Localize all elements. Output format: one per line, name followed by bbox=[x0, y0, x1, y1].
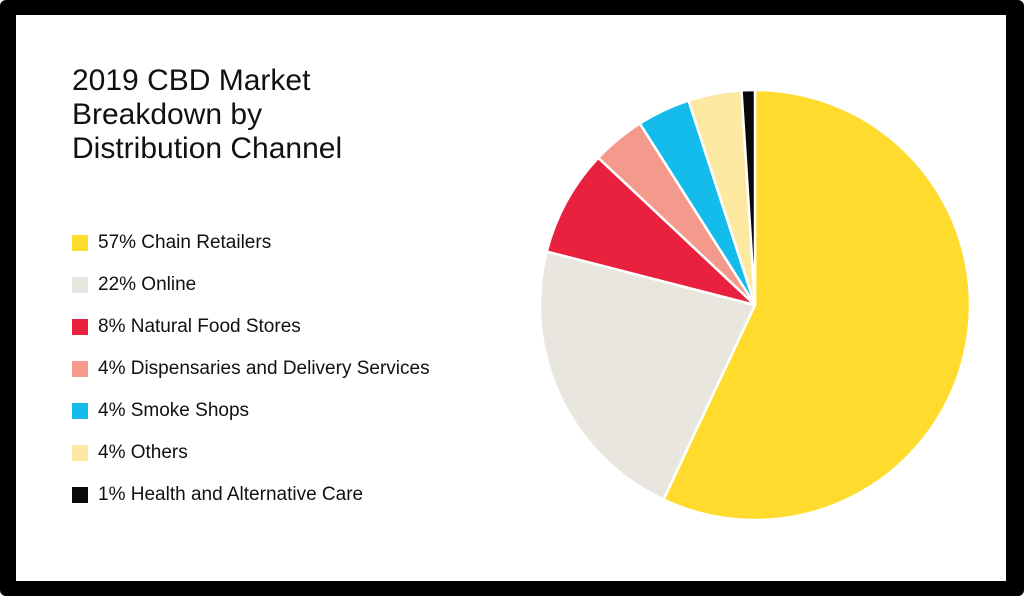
legend-swatch bbox=[72, 235, 88, 251]
legend-label: 8% Natural Food Stores bbox=[98, 316, 301, 337]
legend-item-natural-food-stores: 8% Natural Food Stores bbox=[72, 306, 430, 348]
legend-label: 4% Dispensaries and Delivery Services bbox=[98, 358, 430, 379]
legend-item-chain-retailers: 57% Chain Retailers bbox=[72, 222, 430, 264]
legend-item-online: 22% Online bbox=[72, 264, 430, 306]
legend-swatch bbox=[72, 319, 88, 335]
legend-label: 4% Smoke Shops bbox=[98, 400, 250, 421]
pie-slice-1 bbox=[538, 250, 757, 501]
legend-item-others: 4% Others bbox=[72, 432, 430, 474]
legend-swatch bbox=[72, 361, 88, 377]
legend-swatch bbox=[72, 445, 88, 461]
legend-swatch bbox=[72, 403, 88, 419]
legend-label: 4% Others bbox=[98, 442, 188, 463]
legend-label: 22% Online bbox=[98, 274, 197, 295]
legend-item-smoke-shops: 4% Smoke Shops bbox=[72, 390, 430, 432]
chart-title: 2019 CBD Market Breakdown by Distributio… bbox=[72, 64, 343, 165]
legend: 57% Chain Retailers 22% Online 8% Natura… bbox=[72, 222, 430, 516]
legend-label: 57% Chain Retailers bbox=[98, 232, 272, 253]
legend-label: 1% Health and Alternative Care bbox=[98, 484, 364, 505]
legend-item-dispensaries: 4% Dispensaries and Delivery Services bbox=[72, 348, 430, 390]
pie-slice-2 bbox=[545, 156, 757, 307]
legend-item-health-alternative-care: 1% Health and Alternative Care bbox=[72, 474, 430, 516]
legend-swatch bbox=[72, 487, 88, 503]
pie-slice-6 bbox=[740, 88, 757, 307]
legend-swatch bbox=[72, 277, 88, 293]
pie-slice-0 bbox=[662, 88, 972, 522]
